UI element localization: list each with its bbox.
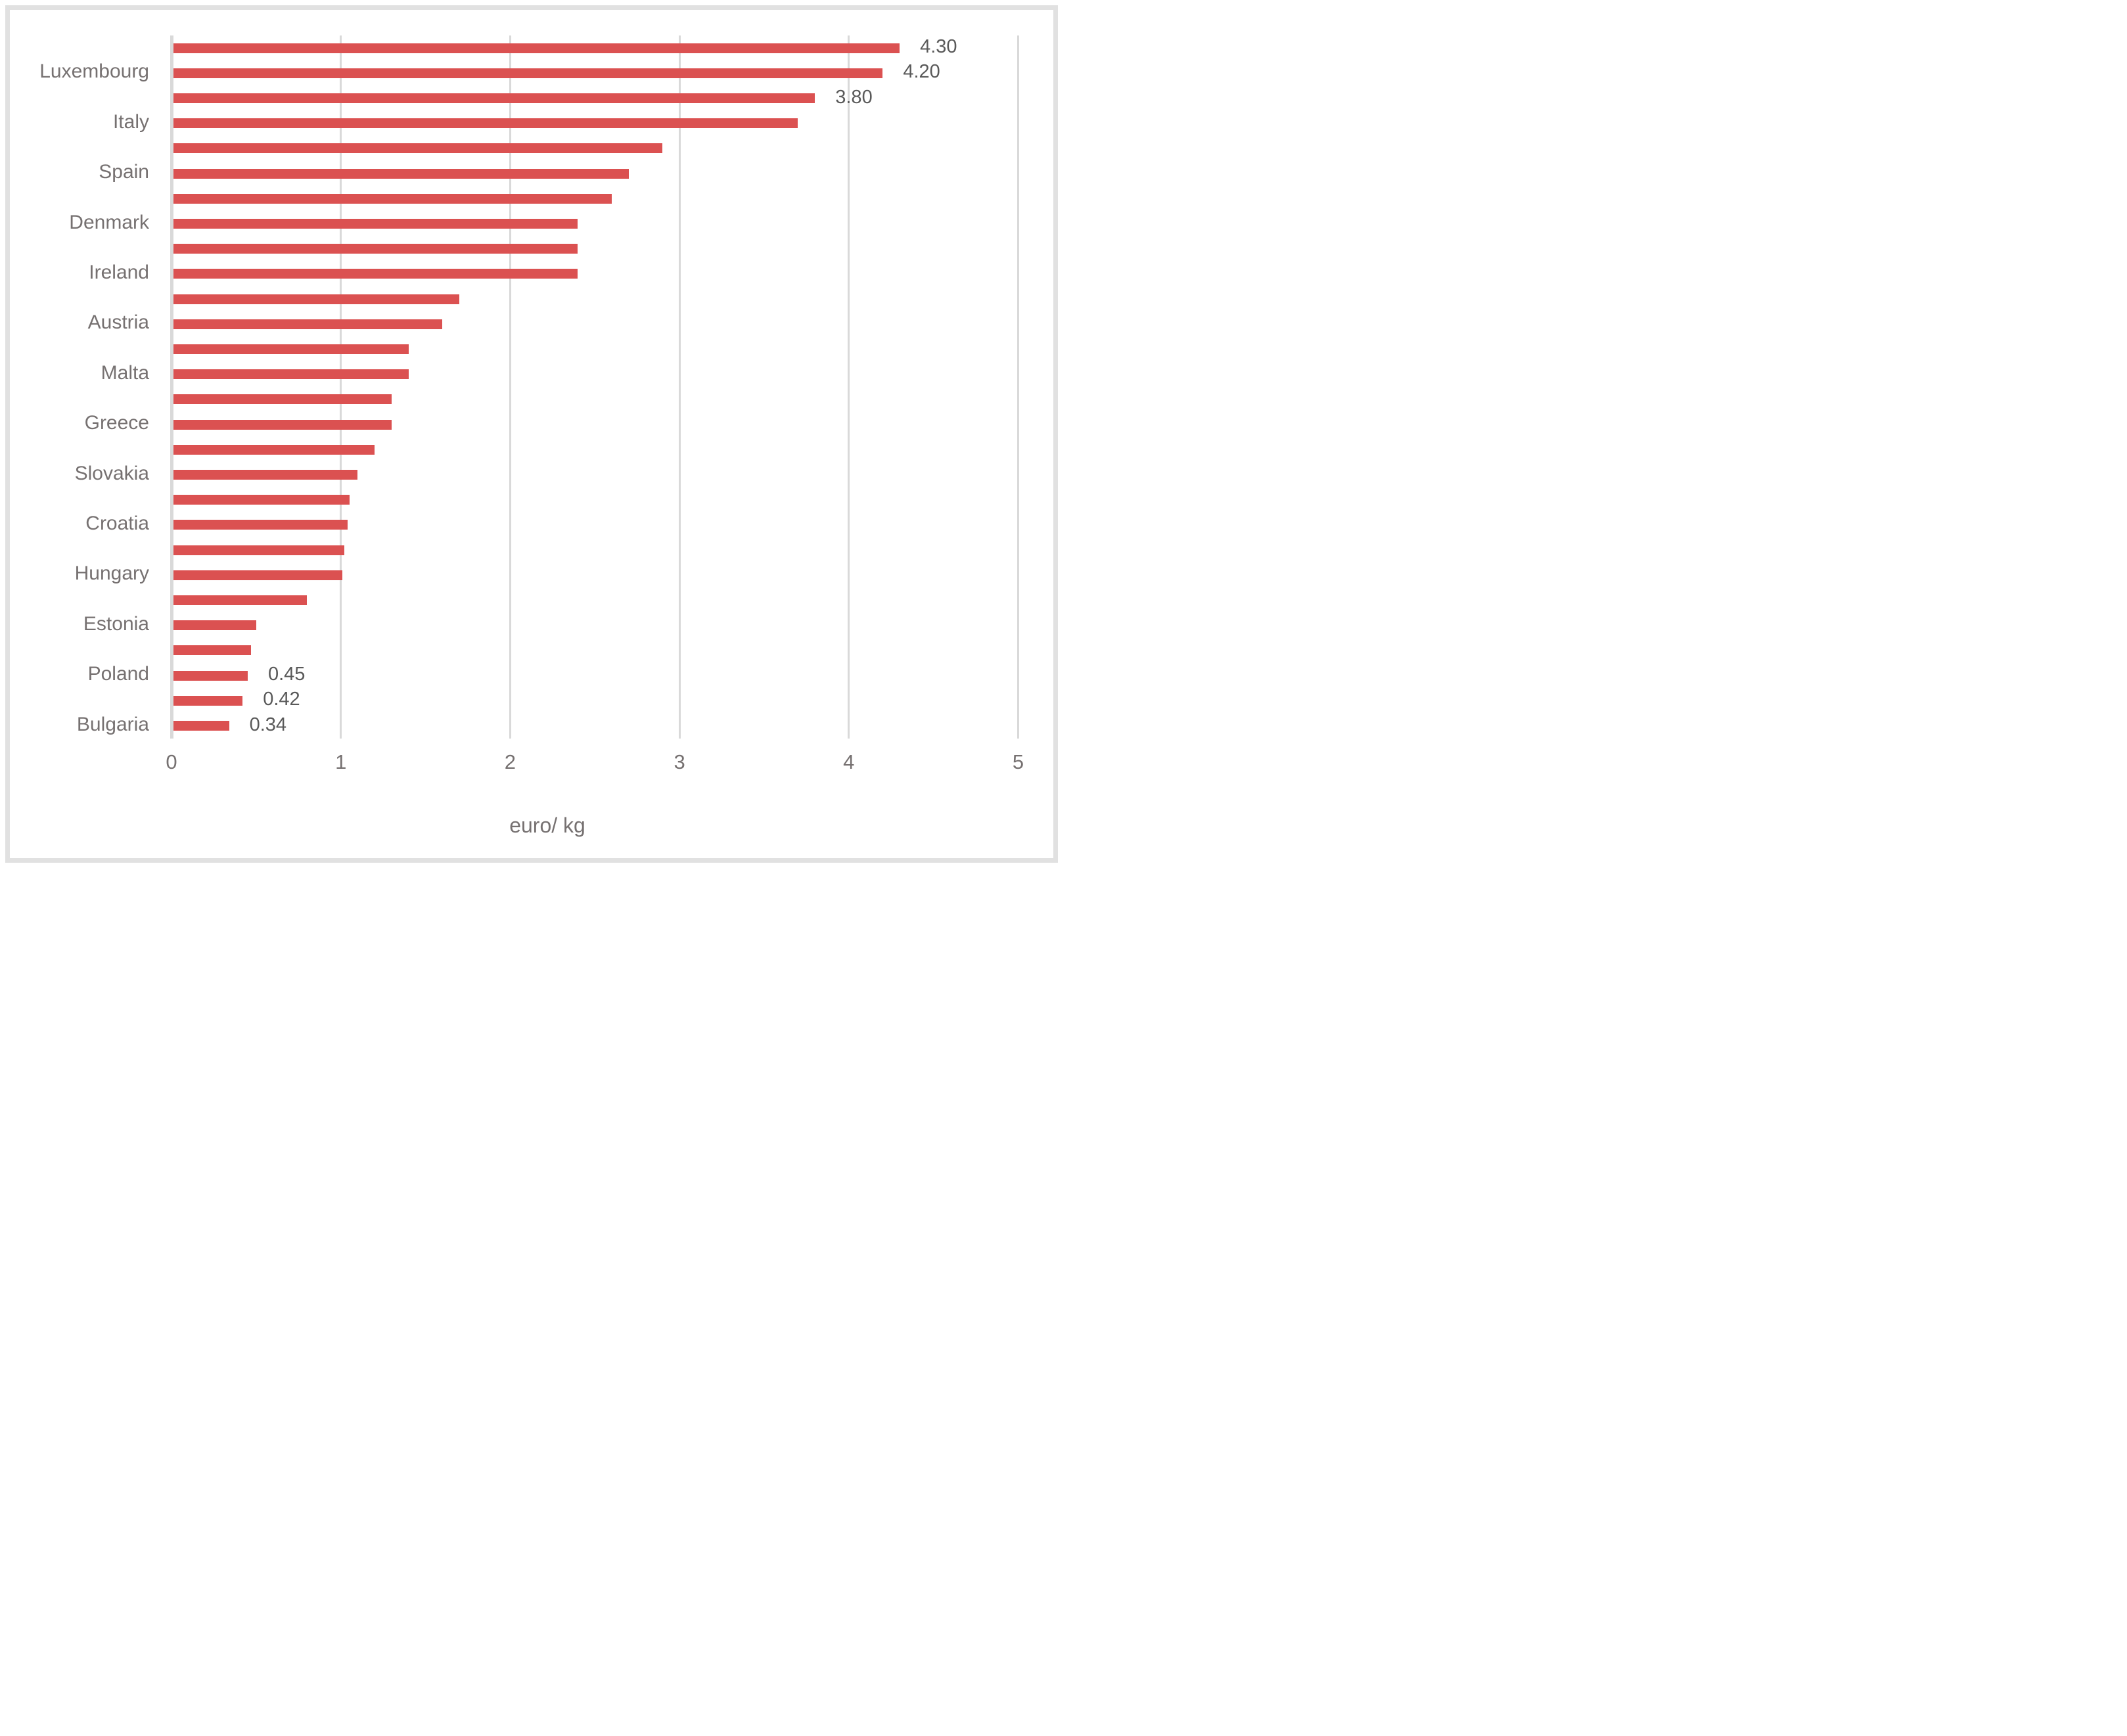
gridline [678, 35, 681, 739]
bar [173, 394, 392, 405]
bar [173, 68, 883, 78]
x-tick-label: 5 [1012, 750, 1024, 773]
bar [173, 595, 308, 605]
bar [173, 118, 798, 129]
bar [173, 193, 612, 204]
bar [173, 168, 629, 179]
bar [173, 645, 252, 656]
y-axis-line [170, 35, 173, 739]
category-label: Ireland [89, 261, 149, 283]
x-axis-title: euro/ kg [509, 813, 585, 837]
bar [173, 670, 248, 681]
x-tick-label: 2 [504, 750, 516, 773]
bar-value-label: 3.80 [835, 86, 873, 108]
category-label: Slovakia [74, 462, 149, 484]
category-label: Luxembourg [39, 60, 149, 83]
bar [173, 419, 392, 430]
bar [173, 369, 409, 380]
category-label: Malta [101, 361, 149, 384]
category-label: Italy [112, 110, 149, 133]
bar [173, 344, 409, 354]
gridline [509, 35, 511, 739]
category-label: Estonia [83, 612, 149, 635]
bar [173, 444, 375, 455]
bar [173, 520, 348, 530]
category-label: Denmark [69, 211, 149, 233]
bar-value-label: 0.45 [267, 664, 306, 685]
gridline [340, 35, 342, 739]
bar-value-label: 4.20 [903, 61, 940, 83]
bar [173, 721, 229, 731]
bar [173, 620, 256, 631]
bar [173, 43, 900, 53]
x-tick-label: 4 [843, 750, 855, 773]
bar-chart-canvas: 4.30 4.20 3.80 0.45 0.42 0.34 Luxembourg Italy… [0, 0, 1063, 868]
bar [173, 695, 243, 706]
bar-value-label: 0.42 [263, 689, 300, 710]
category-label: Spain [99, 161, 149, 183]
category-label: Bulgaria [76, 713, 149, 735]
bar [173, 470, 358, 480]
category-label: Poland [87, 663, 149, 685]
bar [173, 294, 460, 304]
category-label: Croatia [85, 512, 149, 534]
x-tick-label: 3 [674, 750, 685, 773]
bar [173, 319, 443, 329]
gridline [1017, 35, 1019, 739]
bar [173, 269, 578, 279]
bar [173, 244, 578, 254]
bar-value-label: 0.34 [249, 714, 287, 735]
x-tick-label: 0 [166, 750, 177, 773]
category-label: Hungary [74, 562, 149, 585]
x-tick-label: 1 [335, 750, 347, 773]
gridline [848, 35, 850, 739]
chart-border-frame [5, 5, 1058, 863]
bar [173, 219, 578, 229]
bar-value-label: 4.30 [920, 36, 957, 58]
category-label: Greece [84, 412, 149, 434]
bar [173, 495, 350, 505]
bar [173, 143, 663, 154]
bar [173, 93, 815, 103]
bar [173, 570, 343, 580]
category-label: Austria [87, 311, 149, 334]
bar [173, 545, 344, 555]
